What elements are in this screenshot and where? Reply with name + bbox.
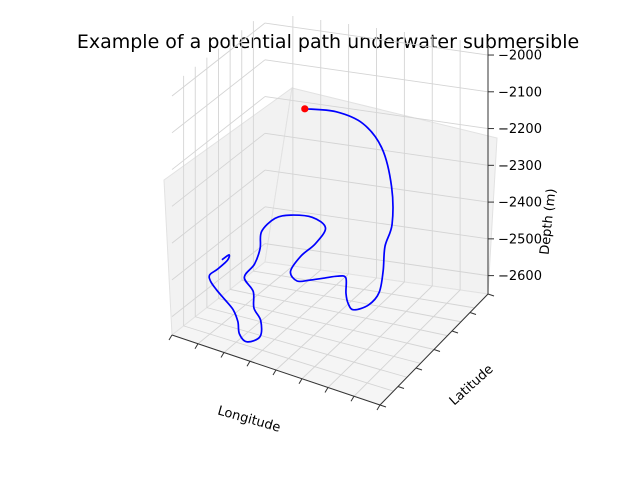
grid-line-depth: [264, 206, 489, 240]
grid-line-depth: [264, 59, 489, 93]
z-tick-label: −2600: [498, 269, 542, 284]
x-tick-mark: [194, 343, 199, 350]
grid-line-depth: [171, 169, 266, 244]
x-tick-mark: [324, 387, 329, 393]
y-tick-mark: [469, 312, 477, 315]
x-tick-mark: [220, 352, 225, 358]
grid-line-depth: [171, 96, 266, 170]
z-axis-label: Depth (m): [538, 188, 560, 256]
z-tick-label: −2100: [498, 85, 542, 100]
grid-line-latitude: [253, 270, 475, 309]
grid-line-latitude: [230, 288, 448, 337]
start-point-marker: [301, 105, 309, 113]
axes: −2000 −2100 −2200 −2300 −2400 −2500 −2600: [168, 44, 542, 411]
z-tick-label: −2400: [498, 196, 542, 211]
grid-line-depth: [264, 22, 489, 56]
x-axis-label: Longitude: [216, 404, 282, 436]
x-tick-mark: [168, 334, 173, 341]
grid-line-depth: [171, 59, 266, 134]
x-tick-mark: [376, 404, 381, 411]
grid-line-depth: [171, 206, 266, 281]
y-axis-label: Latitude: [447, 362, 497, 409]
y-tick-mark: [397, 386, 405, 389]
grid-line-latitude: [195, 316, 408, 378]
x-tick-mark: [298, 378, 303, 385]
chart-title: Example of a potential path underwater s…: [77, 31, 579, 53]
grid-line-depth: [171, 132, 266, 207]
grid-line-depth: [264, 169, 489, 203]
z-tick-label: −2300: [498, 159, 542, 174]
grid-line-latitude: [183, 325, 394, 392]
z-tick-label: −2000: [498, 49, 542, 64]
z-tick-label: −2500: [498, 232, 542, 247]
y-tick-mark: [379, 404, 387, 408]
pane-back-right: [264, 87, 498, 295]
y-tick-mark: [415, 367, 423, 371]
grid-lines: [171, 16, 489, 397]
grid-line-depth: [171, 22, 266, 97]
grid-line-depth: [264, 96, 489, 130]
y-tick-mark: [433, 349, 441, 352]
x-tick-mark: [246, 360, 251, 367]
submersible-path-line: [208, 107, 394, 343]
x-tick-mark: [272, 369, 277, 376]
grid-line-latitude: [206, 307, 421, 364]
grid-line-depth: [264, 243, 489, 277]
grid-line-depth: [264, 132, 489, 166]
y-tick-mark: [451, 330, 459, 334]
grid-line-depth: [171, 243, 266, 317]
z-tick-label: −2200: [498, 122, 542, 137]
y-tick-mark: [487, 293, 495, 297]
x-tick-mark: [350, 395, 355, 402]
grid-line-latitude: [241, 279, 462, 323]
pane-back: [163, 86, 498, 406]
path-layer: [208, 105, 394, 343]
